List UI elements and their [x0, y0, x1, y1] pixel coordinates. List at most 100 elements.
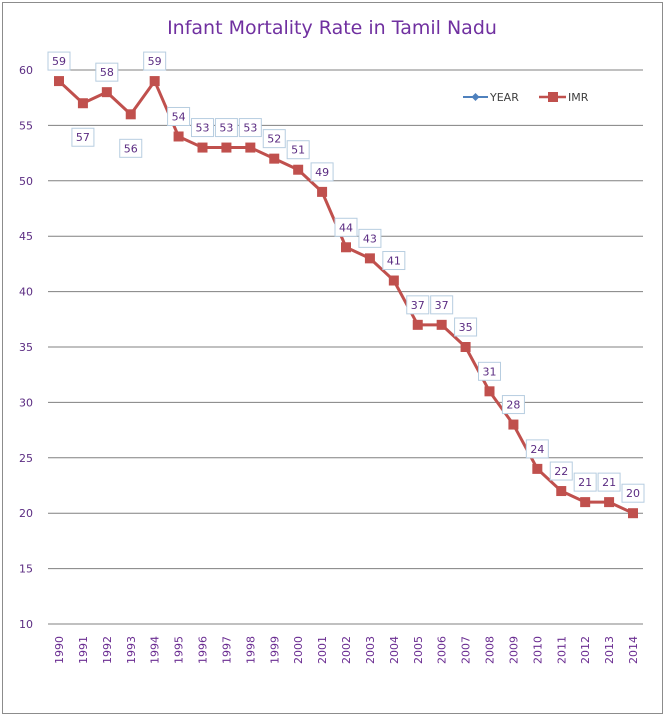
y-tick-label: 60 — [19, 64, 33, 77]
legend-item-imr: IMR — [539, 91, 589, 104]
data-point-marker — [580, 497, 591, 508]
x-tick-label: 2003 — [364, 636, 377, 664]
data-label-box — [525, 439, 549, 459]
data-label-text: 44 — [339, 221, 353, 234]
x-tick-label: 1999 — [268, 636, 281, 664]
data-label-box — [167, 106, 191, 126]
x-tick-label: 2001 — [316, 636, 329, 664]
data-label-box — [549, 461, 573, 481]
data-label-text: 35 — [459, 321, 473, 334]
x-tick-label: 1996 — [197, 636, 210, 664]
data-point-marker — [412, 319, 423, 330]
data-label-text: 56 — [124, 142, 138, 155]
data-label-box — [621, 483, 645, 503]
data-label: 41 — [382, 251, 406, 271]
data-label-text: 51 — [291, 144, 305, 157]
x-tick-label: 2013 — [603, 636, 616, 664]
data-label: 53 — [214, 118, 238, 138]
data-label-box — [430, 295, 454, 315]
series-imr — [54, 76, 638, 519]
data-label-text: 58 — [100, 66, 114, 79]
data-label-box — [573, 472, 597, 492]
y-tick-label: 10 — [19, 618, 33, 631]
x-tick-label: 2014 — [627, 636, 640, 664]
data-label-box — [501, 395, 525, 415]
x-tick-label: 2009 — [507, 636, 520, 664]
data-label-box — [191, 118, 214, 138]
y-tick-label: 55 — [19, 119, 33, 132]
gridlines — [48, 69, 643, 625]
data-label-box — [95, 62, 119, 82]
x-tick-label: 1992 — [101, 636, 114, 664]
data-label: 54 — [167, 106, 191, 126]
data-label: 56 — [119, 138, 143, 158]
data-label-text: 21 — [578, 476, 592, 489]
data-label-box — [406, 295, 430, 315]
legend-label-year: YEAR — [489, 91, 519, 104]
data-point-marker — [604, 497, 615, 508]
y-tick-label: 40 — [19, 286, 33, 299]
data-label-box — [71, 127, 95, 147]
data-label-text: 59 — [148, 55, 162, 68]
x-tick-label: 1994 — [149, 636, 162, 664]
x-tick-label: 2006 — [436, 636, 449, 664]
data-label-text: 53 — [243, 122, 257, 135]
data-point-marker — [388, 275, 399, 286]
data-label-text: 37 — [411, 299, 425, 312]
legend-item-year: YEAR — [463, 91, 519, 104]
data-label-box — [334, 217, 358, 237]
data-label: 28 — [501, 395, 525, 415]
x-tick-label: 1990 — [53, 636, 66, 664]
x-tick-label: 2002 — [340, 636, 353, 664]
y-tick-label: 20 — [19, 507, 33, 520]
data-point-marker — [197, 142, 208, 153]
data-label: 21 — [573, 472, 597, 492]
data-label-box — [454, 317, 478, 337]
data-point-marker — [221, 142, 232, 153]
data-label-text: 52 — [267, 133, 281, 146]
legend-label-imr: IMR — [568, 91, 589, 104]
data-label-box — [286, 140, 310, 160]
data-label: 53 — [238, 118, 262, 138]
data-label: 58 — [95, 62, 119, 82]
data-label-text: 28 — [506, 399, 520, 412]
data-point-marker — [54, 76, 64, 87]
y-tick-label: 45 — [19, 230, 33, 243]
y-tick-label: 35 — [19, 341, 33, 354]
x-tick-label: 1991 — [77, 636, 90, 664]
data-label-text: 31 — [483, 365, 497, 378]
data-point-marker — [269, 153, 280, 164]
data-point-marker — [173, 131, 184, 142]
x-tick-label: 2007 — [460, 636, 473, 664]
x-tick-label: 2004 — [388, 636, 401, 664]
data-label-box — [310, 162, 334, 182]
data-label: 24 — [525, 439, 549, 459]
data-label-box — [478, 361, 501, 381]
y-tick-label: 30 — [19, 396, 33, 409]
x-axis-ticks: 1990 1991 1992 1993 1994 1995 1996 1997 1998 1999… — [53, 636, 640, 664]
x-tick-label: 1997 — [220, 636, 233, 664]
data-label-box — [214, 118, 238, 138]
data-point-marker — [125, 109, 136, 120]
diamond-marker-icon — [471, 93, 480, 101]
data-label-text: 49 — [315, 166, 329, 179]
data-label: 59 — [143, 51, 167, 71]
data-point-marker — [556, 486, 567, 497]
data-label: 52 — [262, 129, 286, 149]
y-tick-label: 15 — [19, 563, 33, 576]
x-tick-label: 2008 — [484, 636, 497, 664]
x-tick-label: 1995 — [173, 636, 186, 664]
data-label-text: 41 — [387, 255, 401, 268]
data-point-marker — [364, 253, 375, 264]
x-tick-label: 1998 — [244, 636, 257, 664]
legend: YEAR IMR — [463, 91, 589, 104]
data-label-text: 57 — [76, 131, 90, 144]
data-label-box — [262, 129, 286, 149]
chart-title: Infant Mortality Rate in Tamil Nadu — [167, 17, 497, 39]
data-label: 43 — [358, 228, 382, 248]
x-tick-label: 2011 — [555, 636, 568, 664]
data-point-marker — [101, 87, 112, 98]
data-label-box — [597, 472, 621, 492]
data-point-marker — [317, 186, 328, 197]
data-point-marker — [508, 419, 519, 430]
